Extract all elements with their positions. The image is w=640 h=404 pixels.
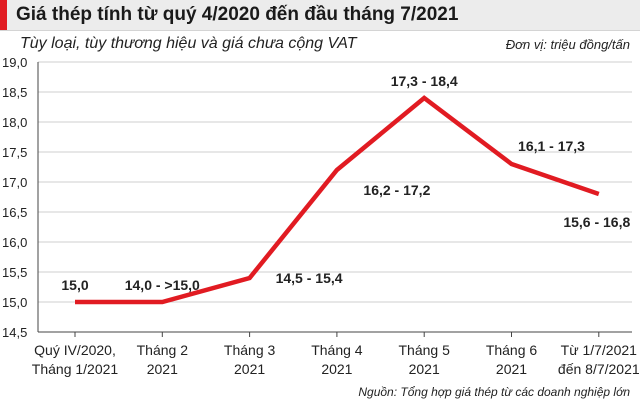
x-category-label: Tháng 1/2021 xyxy=(32,361,119,377)
y-tick-label: 15,5 xyxy=(2,265,27,280)
y-tick-label: 16,5 xyxy=(2,205,27,220)
source-note: Nguồn: Tổng hợp giá thép từ các doanh ng… xyxy=(358,385,630,399)
x-category-label: 2021 xyxy=(234,361,265,377)
data-label: 17,3 - 18,4 xyxy=(391,73,458,89)
data-label: 16,1 - 17,3 xyxy=(518,138,585,154)
title-accent-bar xyxy=(0,0,7,30)
x-category-label: 2021 xyxy=(147,361,178,377)
chart-subtitle: Tùy loại, tùy thương hiệu và giá chưa cộ… xyxy=(20,35,357,52)
x-category-label: Tháng 4 xyxy=(311,342,363,358)
x-category-label: đến 8/7/2021 xyxy=(558,361,640,377)
price-series-line xyxy=(75,95,600,305)
x-category-label: 2021 xyxy=(321,361,352,377)
title-bar: Giá thép tính từ quý 4/2020 đến đầu thán… xyxy=(0,0,640,31)
data-label: 15,0 xyxy=(61,277,88,293)
x-category-label: Quý IV/2020, xyxy=(34,342,116,358)
y-tick-label: 18,0 xyxy=(2,115,27,130)
unit-label: Đơn vị: triệu đồng/tấn xyxy=(505,37,630,52)
x-category-label: Tháng 6 xyxy=(486,342,538,358)
y-tick-label: 16,0 xyxy=(2,235,27,250)
x-category-label: 2021 xyxy=(409,361,440,377)
data-label: 14,5 - 15,4 xyxy=(276,270,343,286)
chart-title: Giá thép tính từ quý 4/2020 đến đầu thán… xyxy=(16,4,459,25)
y-tick-label: 17,0 xyxy=(2,175,27,190)
y-tick-label: 15,0 xyxy=(2,295,27,310)
x-category-label: 2021 xyxy=(496,361,527,377)
x-category-label: Tháng 3 xyxy=(224,342,276,358)
y-tick-label: 17,5 xyxy=(2,145,27,160)
x-category-label: Tháng 5 xyxy=(399,342,451,358)
y-tick-label: 18,5 xyxy=(2,85,27,100)
data-label: 14,0 - >15,0 xyxy=(125,277,200,293)
y-tick-label: 14,5 xyxy=(2,325,27,340)
data-label: 16,2 - 17,2 xyxy=(363,182,430,198)
data-label: 15,6 - 16,8 xyxy=(563,214,630,230)
x-category-label: Từ 1/7/2021 xyxy=(561,342,638,358)
x-category-label: Tháng 2 xyxy=(137,342,189,358)
y-tick-label: 19,0 xyxy=(2,55,27,70)
